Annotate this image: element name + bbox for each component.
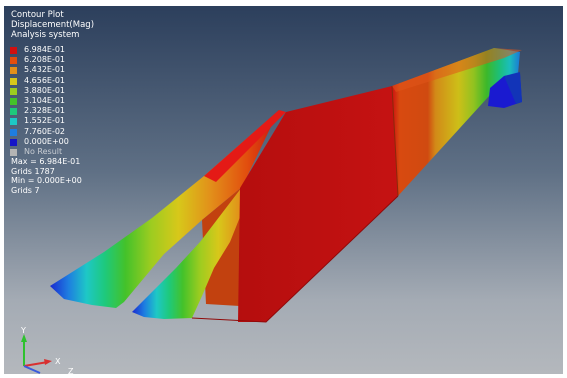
legend-value: 7.760E-02 xyxy=(24,126,66,136)
legend-swatch xyxy=(10,128,17,136)
x-axis-label: X xyxy=(55,357,61,366)
min-value-label: Min = 0.000E+00 xyxy=(11,176,82,185)
max-grid-label: Grids 1787 xyxy=(11,166,55,176)
left-flange xyxy=(50,110,279,308)
legend-swatch xyxy=(10,77,17,85)
legend-swatch xyxy=(10,47,17,54)
legend-value: 0.000E+00 xyxy=(24,136,69,146)
legend-swatch xyxy=(10,148,17,156)
left-web-top xyxy=(204,110,286,182)
z-axis-label: Z xyxy=(68,367,74,374)
legend-value: 1.552E-01 xyxy=(24,116,66,126)
legend-value: 5.432E-01 xyxy=(24,65,66,75)
legend-value: 3.880E-01 xyxy=(24,85,66,95)
legend-value: No Result xyxy=(24,146,63,156)
result-type-label: Displacement(Mag) xyxy=(11,20,95,30)
axis-triad: Y X Z xyxy=(20,326,74,374)
legend-swatch xyxy=(10,108,17,116)
legend-swatch xyxy=(10,118,17,126)
legend-swatch xyxy=(10,138,17,146)
right-top-face xyxy=(392,48,522,92)
legend-swatch xyxy=(10,57,17,65)
right-tapered-section xyxy=(392,48,520,196)
legend-swatch xyxy=(10,87,17,95)
main-web-face xyxy=(238,86,398,322)
max-value-label: Max = 6.984E-01 xyxy=(11,157,81,166)
contour-model[interactable] xyxy=(4,6,563,374)
plot-type-label: Contour Plot xyxy=(11,10,64,20)
graphics-viewport[interactable]: Contour Plot Displacement(Mag) Analysis … xyxy=(4,6,563,374)
legend-value: 3.104E-01 xyxy=(24,95,66,105)
legend-value: 6.984E-01 xyxy=(24,45,66,54)
legend-swatch xyxy=(10,67,17,75)
front-flange xyxy=(132,112,286,319)
legend-swatch xyxy=(10,97,17,105)
legend-value: 4.656E-01 xyxy=(24,75,66,85)
y-axis-label: Y xyxy=(20,326,26,335)
legend-value: 2.328E-01 xyxy=(24,106,66,116)
min-grid-label: Grids 7 xyxy=(11,185,40,195)
legend-value: 6.208E-01 xyxy=(24,55,66,65)
system-label: Analysis system xyxy=(11,30,80,40)
